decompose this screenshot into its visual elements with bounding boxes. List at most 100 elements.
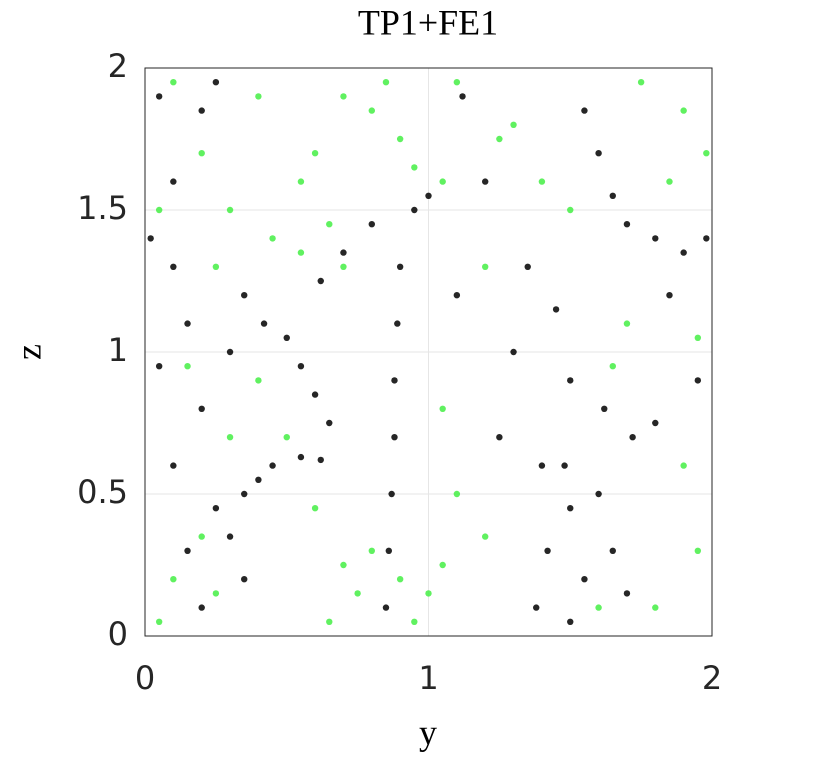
scatter-point [411,618,418,625]
scatter-point [326,221,333,228]
scatter-point [297,178,305,185]
x-tick-label: 2 [702,659,722,697]
scatter-point [496,135,503,143]
scatter-point [385,547,393,554]
scatter-point [326,618,333,625]
scatter-point [155,363,163,370]
scatter-point [411,164,418,171]
scatter-point [340,263,347,270]
scatter-point [453,490,461,498]
scatter-point [269,462,276,469]
scatter-point [561,462,568,469]
scatter-point [666,292,673,299]
y-tick-label: 2 [108,47,128,85]
scatter-point [680,249,687,256]
scatter-point [368,107,375,114]
scatter-point [623,320,631,327]
scatter-point [595,150,602,157]
scatter-point [241,292,248,299]
scatter-point [637,79,645,86]
y-tick-label: 1.5 [77,189,128,227]
scatter-point [283,434,290,441]
scatter-point [340,249,347,256]
x-tick-label: 0 [135,659,155,697]
scatter-point [567,377,574,384]
scatter-point [439,561,446,569]
scatter-point [155,618,163,625]
scatter-point [581,107,588,114]
scatter-point [411,206,418,214]
scatter-point [198,107,205,114]
scatter-point [694,334,702,341]
scatter-point [694,547,702,554]
scatter-point [260,320,268,327]
scatter-point [581,576,588,583]
scatter-point [652,604,659,611]
scatter-point [255,93,262,100]
scatter-point [609,192,616,199]
scatter-point [391,434,398,441]
scatter-point [601,405,608,412]
scatter-point [510,121,517,128]
scatter-point [652,235,659,242]
scatter-point [297,453,305,461]
scatter-point [241,490,248,498]
scatter-point [311,150,319,157]
scatter-point [453,292,461,299]
scatter-point [482,178,489,185]
scatter-point [354,590,361,597]
scatter-point [317,456,324,464]
scatter-point [212,263,220,270]
scatter-point [680,462,687,469]
scatter-point [226,533,234,540]
scatter-point [382,79,390,86]
scatter-point [567,618,574,625]
scatter-point [666,178,673,185]
scatter-point [396,263,404,270]
scatter-point [212,590,220,597]
scatter-point [524,263,531,270]
scatter-point [255,476,262,483]
scatter-point [538,178,546,185]
scatter-point [567,505,574,512]
scatter-point [198,604,205,611]
scatter-point [425,590,432,597]
scatter-point [382,604,390,611]
scatter-point [538,462,546,469]
scatter-point [311,391,319,398]
scatter-point [170,576,177,583]
scatter-point [544,547,551,554]
scatter-point [198,405,205,412]
scatter-point [552,306,560,313]
scatter-point [226,434,234,441]
scatter-point [703,235,710,242]
scatter-point [241,576,248,583]
scatter-point [439,405,446,412]
scatter-point [340,561,347,569]
y-tick-label: 0 [108,615,128,653]
scatter-point [226,206,234,214]
scatter-point [623,590,631,597]
scatter-point [394,320,401,327]
scatter-point [567,206,574,214]
scatter-point [680,107,687,114]
scatter-point [439,178,446,185]
scatter-point [184,320,191,327]
chart-title: TP1+FE1 [358,2,498,42]
scatter-point [703,150,710,157]
y-tick-label: 0.5 [77,473,128,511]
scatter-point [482,263,489,270]
scatter-point [212,79,220,86]
scatter-point [510,348,517,356]
scatter-point [184,547,191,554]
scatter-point [453,79,461,86]
scatter-point [595,490,602,498]
scatter-point [459,93,466,100]
x-axis-label: y [419,712,437,752]
scatter-point [694,377,702,384]
x-tick-label: 1 [418,659,438,697]
scatter-point [609,547,616,554]
scatter-point [226,348,234,356]
scatter-point [155,206,163,214]
